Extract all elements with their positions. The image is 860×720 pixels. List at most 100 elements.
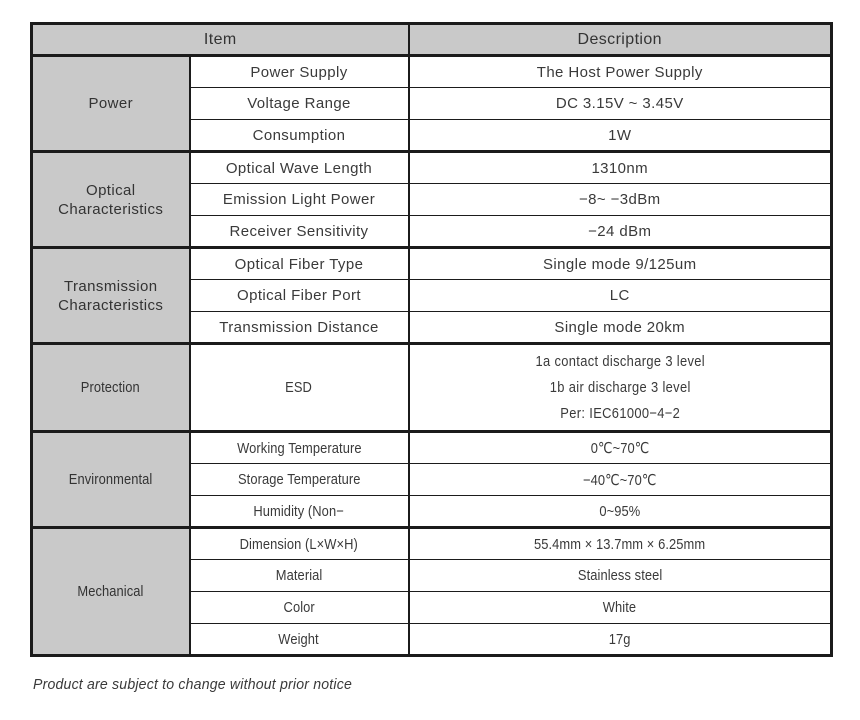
group-cell-transmission-characteristics: Transmission Characteristics: [30, 246, 191, 344]
table-row: Weight 17g: [32, 623, 833, 656]
item-label: Optical Wave Length: [225, 159, 373, 177]
table-row: Power Power Supply The Host Power Supply: [30, 54, 833, 152]
group-cell-protection: Protection: [30, 342, 191, 432]
item-cell: Receiver Sensitivity: [188, 215, 410, 248]
desc-cell: DC 3.15V ~ 3.45V: [407, 87, 833, 120]
item-cell: Weight: [188, 623, 410, 656]
desc-cell: 1310nm: [407, 150, 833, 184]
desc-cell: 0℃~70℃: [407, 430, 833, 464]
desc-label: −8~ −3dBm: [578, 191, 661, 208]
desc-label: Single mode 9/125um: [542, 255, 697, 273]
item-cell: Optical Wave Length: [188, 150, 410, 184]
esd-line-2: 1b air discharge 3 level: [549, 378, 691, 396]
item-label: Power Supply: [250, 63, 348, 81]
item-label: Receiver Sensitivity: [229, 222, 369, 240]
group-cell-optical-characteristics: Optical Characteristics: [30, 150, 191, 248]
item-cell: Storage Temperature: [188, 463, 410, 496]
item-label: Voltage Range: [247, 95, 351, 112]
desc-cell: 1a contact discharge 3 level 1b air disc…: [407, 342, 833, 432]
item-cell: Working Temperature: [188, 430, 410, 464]
item-label: Dimension (L×W×H): [239, 535, 359, 553]
table-row: Voltage Range DC 3.15V ~ 3.45V: [32, 87, 833, 120]
header-row: Item Description: [30, 23, 833, 56]
table-row: Consumption 1W: [32, 119, 833, 152]
item-cell: Power Supply: [188, 54, 410, 88]
item-label: Humidity (Non−: [253, 502, 345, 520]
desc-cell: −40℃~70℃: [407, 463, 833, 496]
item-cell: Humidity (Non−: [188, 495, 410, 528]
item-cell: Optical Fiber Type: [188, 246, 410, 280]
desc-cell: 1W: [407, 119, 833, 152]
item-label: Color: [283, 599, 315, 616]
desc-label: The Host Power Supply: [536, 63, 703, 81]
desc-cell: −24 dBm: [407, 215, 833, 248]
group-cell-environmental: Environmental: [30, 430, 191, 528]
desc-label: 1W: [608, 126, 632, 144]
table-row: Protection ESD 1a contact discharge 3 le…: [30, 342, 833, 432]
item-cell: Material: [188, 559, 410, 592]
desc-label: −40℃~70℃: [583, 471, 657, 489]
item-label: Emission Light Power: [222, 191, 376, 208]
desc-cell: 17g: [407, 623, 833, 656]
group-label: Optical Characteristics: [58, 181, 164, 218]
item-label: ESD: [285, 379, 313, 396]
item-label: Transmission Distance: [219, 318, 379, 336]
group-label: Protection: [81, 379, 141, 396]
item-cell: Color: [188, 591, 410, 624]
table-row: Receiver Sensitivity −24 dBm: [32, 215, 833, 248]
table-row: Storage Temperature −40℃~70℃: [32, 463, 833, 496]
group-label: Power: [88, 95, 134, 112]
item-cell: ESD: [188, 342, 410, 432]
desc-label: 0℃~70℃: [590, 440, 650, 457]
group-label: Transmission Characteristics: [58, 277, 164, 314]
item-cell: Transmission Distance: [188, 311, 410, 344]
group-label: Environmental: [68, 471, 153, 488]
desc-label: Stainless steel: [577, 567, 662, 584]
footer-note: Product are subject to change without pr…: [33, 676, 352, 693]
item-cell: Optical Fiber Port: [188, 279, 410, 312]
item-label: Storage Temperature: [237, 471, 361, 488]
desc-label: −24 dBm: [588, 222, 652, 240]
table-row: Transmission Characteristics Optical Fib…: [30, 246, 833, 344]
desc-cell: Single mode 9/125um: [407, 246, 833, 280]
item-cell: Voltage Range: [188, 87, 410, 120]
desc-cell: White: [407, 591, 833, 624]
item-label: Optical Fiber Port: [237, 287, 361, 304]
desc-cell: −8~ −3dBm: [407, 183, 833, 216]
table-row: Mechanical Dimension (L×W×H) 55.4mm × 13…: [30, 526, 833, 656]
table-row: Humidity (Non− 0~95%: [32, 495, 833, 528]
desc-cell: LC: [407, 279, 833, 312]
item-label: Consumption: [252, 126, 346, 144]
table-row: Emission Light Power −8~ −3dBm: [32, 183, 833, 216]
desc-cell: Single mode 20km: [407, 311, 833, 344]
item-cell: Emission Light Power: [188, 183, 410, 216]
item-label: Optical Fiber Type: [234, 255, 364, 273]
table-row: Optical Characteristics Optical Wave Len…: [30, 150, 833, 248]
table-row: Color White: [32, 591, 833, 624]
item-cell: Consumption: [188, 119, 410, 152]
item-cell: Dimension (L×W×H): [188, 526, 410, 560]
table-row: Transmission Distance Single mode 20km: [32, 311, 833, 344]
column-header-item-label: Item: [203, 30, 237, 48]
table-row: Environmental Working Temperature 0℃~70℃: [30, 430, 833, 528]
column-header-description: Description: [407, 23, 833, 56]
desc-cell: Stainless steel: [407, 559, 833, 592]
column-header-description-label: Description: [577, 30, 662, 48]
desc-cell: 0~95%: [407, 495, 833, 528]
item-label: Working Temperature: [236, 439, 362, 457]
desc-label: 1310nm: [591, 159, 649, 177]
column-header-item: Item: [30, 23, 410, 56]
desc-label: 0~95%: [599, 502, 641, 520]
desc-cell: The Host Power Supply: [407, 54, 833, 88]
desc-label: Single mode 20km: [554, 318, 686, 336]
desc-label: 55.4mm × 13.7mm × 6.25mm: [534, 535, 706, 553]
desc-label: 17g: [608, 630, 631, 648]
desc-cell: 55.4mm × 13.7mm × 6.25mm: [407, 526, 833, 560]
desc-label: White: [603, 599, 637, 616]
item-label: Material: [275, 567, 323, 584]
group-label: Mechanical: [77, 583, 144, 600]
group-cell-mechanical: Mechanical: [30, 526, 191, 656]
group-cell-power: Power: [30, 54, 191, 152]
desc-label: LC: [609, 287, 630, 304]
